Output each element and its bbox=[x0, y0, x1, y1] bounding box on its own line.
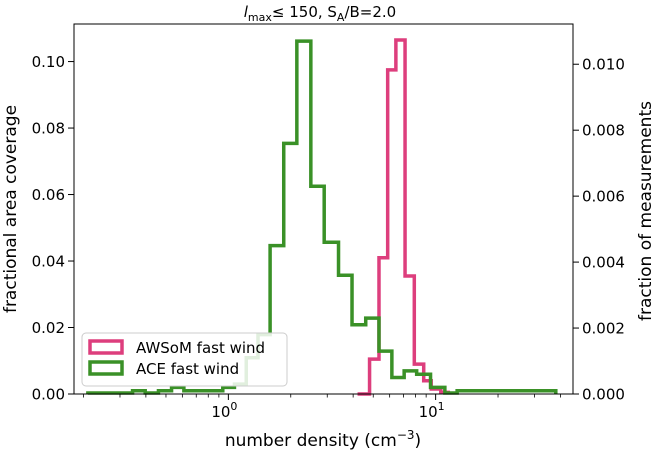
y-right-tick-label: 0.006 bbox=[582, 188, 625, 206]
y-left-tick-label: 0.04 bbox=[32, 253, 65, 271]
legend-box bbox=[81, 332, 288, 387]
y-right-tick-label: 0.008 bbox=[582, 122, 625, 140]
series-awsom-step-line bbox=[357, 38, 451, 396]
legend: AWSoM fast wind ACE fast wind bbox=[81, 332, 288, 387]
chart-title: lmax≤ 150, SA/B=2.0 bbox=[244, 3, 396, 24]
x-axis-label: number density (cm−3) bbox=[225, 428, 421, 451]
y-right-tick-label: 0.000 bbox=[582, 386, 625, 404]
y-left-tick-label: 0.02 bbox=[32, 319, 65, 337]
axes-layer bbox=[73, 23, 574, 395]
plot-frame bbox=[73, 23, 574, 395]
y-axis-label-left: fractional area coverage bbox=[1, 105, 21, 313]
legend-swatch bbox=[88, 360, 124, 376]
legend-swatch bbox=[88, 339, 124, 355]
x-tick-label: 100 bbox=[211, 400, 237, 421]
legend-label: ACE fast wind bbox=[136, 360, 239, 378]
series-ace-step-line bbox=[86, 39, 558, 395]
ticks-layer: 100 101 0.00 0.02 0.04 0.06 0.08 0.10 0.000 0.002… bbox=[32, 53, 625, 421]
y-axis-label-right: fraction of measurements bbox=[636, 101, 656, 321]
y-left-tick-label: 0.06 bbox=[32, 186, 65, 204]
y-right-tick-label: 0.004 bbox=[582, 254, 625, 272]
series-layer bbox=[86, 38, 558, 396]
legend-label: AWSoM fast wind bbox=[136, 339, 265, 357]
y-right-tick-label: 0.010 bbox=[582, 56, 625, 74]
y-left-tick-label: 0.08 bbox=[32, 120, 65, 138]
y-right-tick-label: 0.002 bbox=[582, 320, 625, 338]
y-left-tick-label: 0.10 bbox=[32, 53, 65, 71]
x-tick-label: 101 bbox=[419, 400, 445, 421]
y-left-tick-label: 0.00 bbox=[32, 386, 65, 404]
